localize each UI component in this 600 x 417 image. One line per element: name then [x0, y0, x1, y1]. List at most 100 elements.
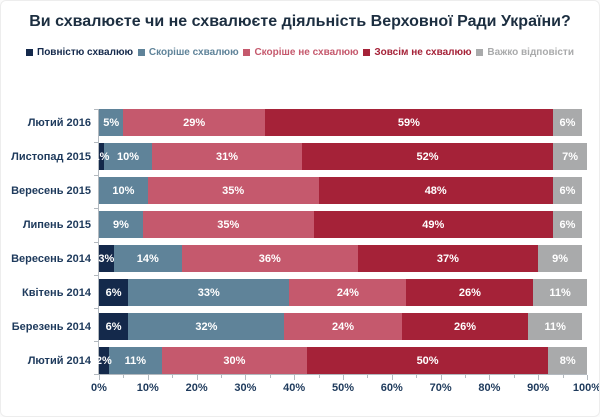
value-label: 6%: [559, 184, 576, 197]
value-label: 9%: [552, 252, 569, 265]
x-axis: 0% 10% 20% 30% 40% 50% 60% 70% 80% 90% 100%: [91, 374, 599, 399]
stacked-bar: 6% 33% 24% 26% 11%: [99, 279, 587, 306]
bar-segment: 7%: [553, 143, 587, 170]
value-label: 2%: [95, 354, 112, 367]
chart-row: Квітень 2014 6% 33% 24% 26% 11%: [1, 279, 599, 306]
value-label: 8%: [559, 354, 576, 367]
legend-swatch-icon: [137, 49, 145, 57]
bar-segment: 31%: [152, 143, 302, 170]
value-label: 11%: [544, 320, 566, 333]
legend-swatch-icon: [243, 49, 251, 57]
bar-segment: 6%: [99, 313, 129, 340]
bar-segment: 30%: [161, 347, 307, 374]
y-axis-tick: [94, 175, 98, 176]
y-axis-tick: [94, 275, 98, 276]
value-label: 24%: [336, 286, 359, 299]
legend-swatch-icon: [363, 49, 371, 57]
bar-segment: 26%: [406, 279, 534, 306]
x-axis-tick: [147, 375, 149, 380]
legend-swatch-icon: [26, 49, 33, 57]
bar-segment: 48%: [318, 177, 553, 204]
value-label: 9%: [113, 218, 129, 231]
bar-segment: 5%: [99, 109, 124, 136]
category-label: Лютий 2014: [27, 354, 91, 367]
y-axis-tick: [94, 341, 98, 342]
x-axis-tick: [123, 375, 125, 378]
stacked-bar: 3% 14% 36% 37% 9%: [98, 245, 587, 272]
x-axis-tick: [440, 375, 442, 380]
x-axis-tick: [294, 375, 296, 380]
chart-title: Ви схвалюєте чи не схвалюєте діяльність …: [29, 13, 571, 30]
value-label: 35%: [222, 184, 245, 197]
x-axis-label: 60%: [380, 382, 403, 394]
y-axis-tick: [94, 308, 98, 309]
legend-item-0: Повністю схвалюю: [26, 47, 133, 58]
bar-segment: 11%: [528, 313, 583, 340]
category-label: Листопад 2015: [11, 150, 91, 163]
value-label: 10%: [117, 150, 140, 163]
bar-segment: 26%: [401, 313, 529, 340]
x-axis-label: 80%: [478, 382, 501, 394]
legend: Повністю схвалюю Скоріше схвалюю Скоріше н…: [1, 47, 599, 58]
bar-segment: 9%: [538, 245, 583, 272]
bar-segment: 36%: [181, 245, 358, 272]
x-axis-tick: [196, 375, 198, 380]
legend-item-4: Важко відповісти: [476, 47, 574, 58]
value-label: 6%: [559, 116, 576, 129]
x-axis-label: 10%: [136, 382, 159, 394]
bar-segment: 6%: [552, 211, 583, 238]
value-label: 26%: [453, 320, 476, 333]
bar-segment: 14%: [113, 245, 182, 272]
stacked-bar: 5% 29% 59% 6%: [99, 109, 587, 136]
bar-segment: 1%: [93, 143, 109, 170]
bar-segment: 6%: [552, 109, 583, 136]
x-axis-label: 20%: [185, 382, 208, 394]
x-axis-tick: [587, 375, 588, 380]
legend-label: Повністю схвалюю: [37, 47, 134, 59]
x-axis-tick: [172, 375, 174, 378]
x-axis-label: 90%: [527, 382, 550, 394]
value-label: 52%: [416, 150, 439, 163]
stacked-bar: 6% 32% 24% 26% 11%: [99, 313, 587, 340]
bars: Лютий 2016 5% 29% 59% 6% Листопад 2015 1% 10% 31…: [1, 107, 599, 374]
x-axis-tick: [465, 375, 466, 378]
value-label: 35%: [217, 218, 240, 231]
x-axis-tick: [367, 375, 369, 378]
value-label: 49%: [422, 218, 445, 231]
value-label: 37%: [436, 252, 459, 265]
value-label: 1%: [93, 150, 110, 163]
value-label: 7%: [562, 150, 579, 163]
category-label: Липень 2015: [22, 218, 91, 231]
value-label: 31%: [216, 150, 239, 163]
x-axis-tick: [343, 375, 344, 380]
value-label: 10%: [112, 184, 135, 197]
category-label: Вересень 2015: [11, 184, 91, 197]
value-label: 11%: [549, 286, 571, 299]
value-label: 36%: [258, 252, 281, 265]
value-label: 3%: [98, 252, 115, 265]
y-axis-tick: [94, 109, 98, 110]
x-axis-tick: [99, 375, 100, 380]
x-axis-label: 70%: [429, 382, 452, 394]
value-label: 24%: [331, 320, 354, 333]
y-axis-tick: [94, 142, 98, 143]
bar-segment: 24%: [284, 313, 402, 340]
legend-label: Важко відповісти: [487, 47, 574, 59]
x-axis-tick: [269, 375, 271, 378]
value-label: 59%: [397, 116, 420, 129]
chart-row: Вересень 2014 3% 14% 36% 37% 9%: [1, 245, 599, 272]
legend-label: Зовсім не схвалюю: [374, 47, 472, 59]
x-axis-tick: [245, 375, 247, 380]
y-axis-line: [94, 109, 99, 375]
bar-segment: 33%: [128, 279, 290, 306]
bar-segment: 29%: [123, 109, 265, 136]
bar-segment: 11%: [533, 279, 587, 306]
bar-segment: 50%: [306, 347, 549, 374]
stacked-bar: 9% 35% 49% 6%: [99, 211, 587, 238]
bar-segment: 10%: [103, 143, 153, 170]
legend-item-1: Скоріше схвалюю: [137, 47, 239, 59]
legend-label: Скоріше схвалюю: [148, 47, 239, 59]
bar-segment: 37%: [357, 245, 539, 272]
bar-segment: 3%: [98, 245, 115, 272]
